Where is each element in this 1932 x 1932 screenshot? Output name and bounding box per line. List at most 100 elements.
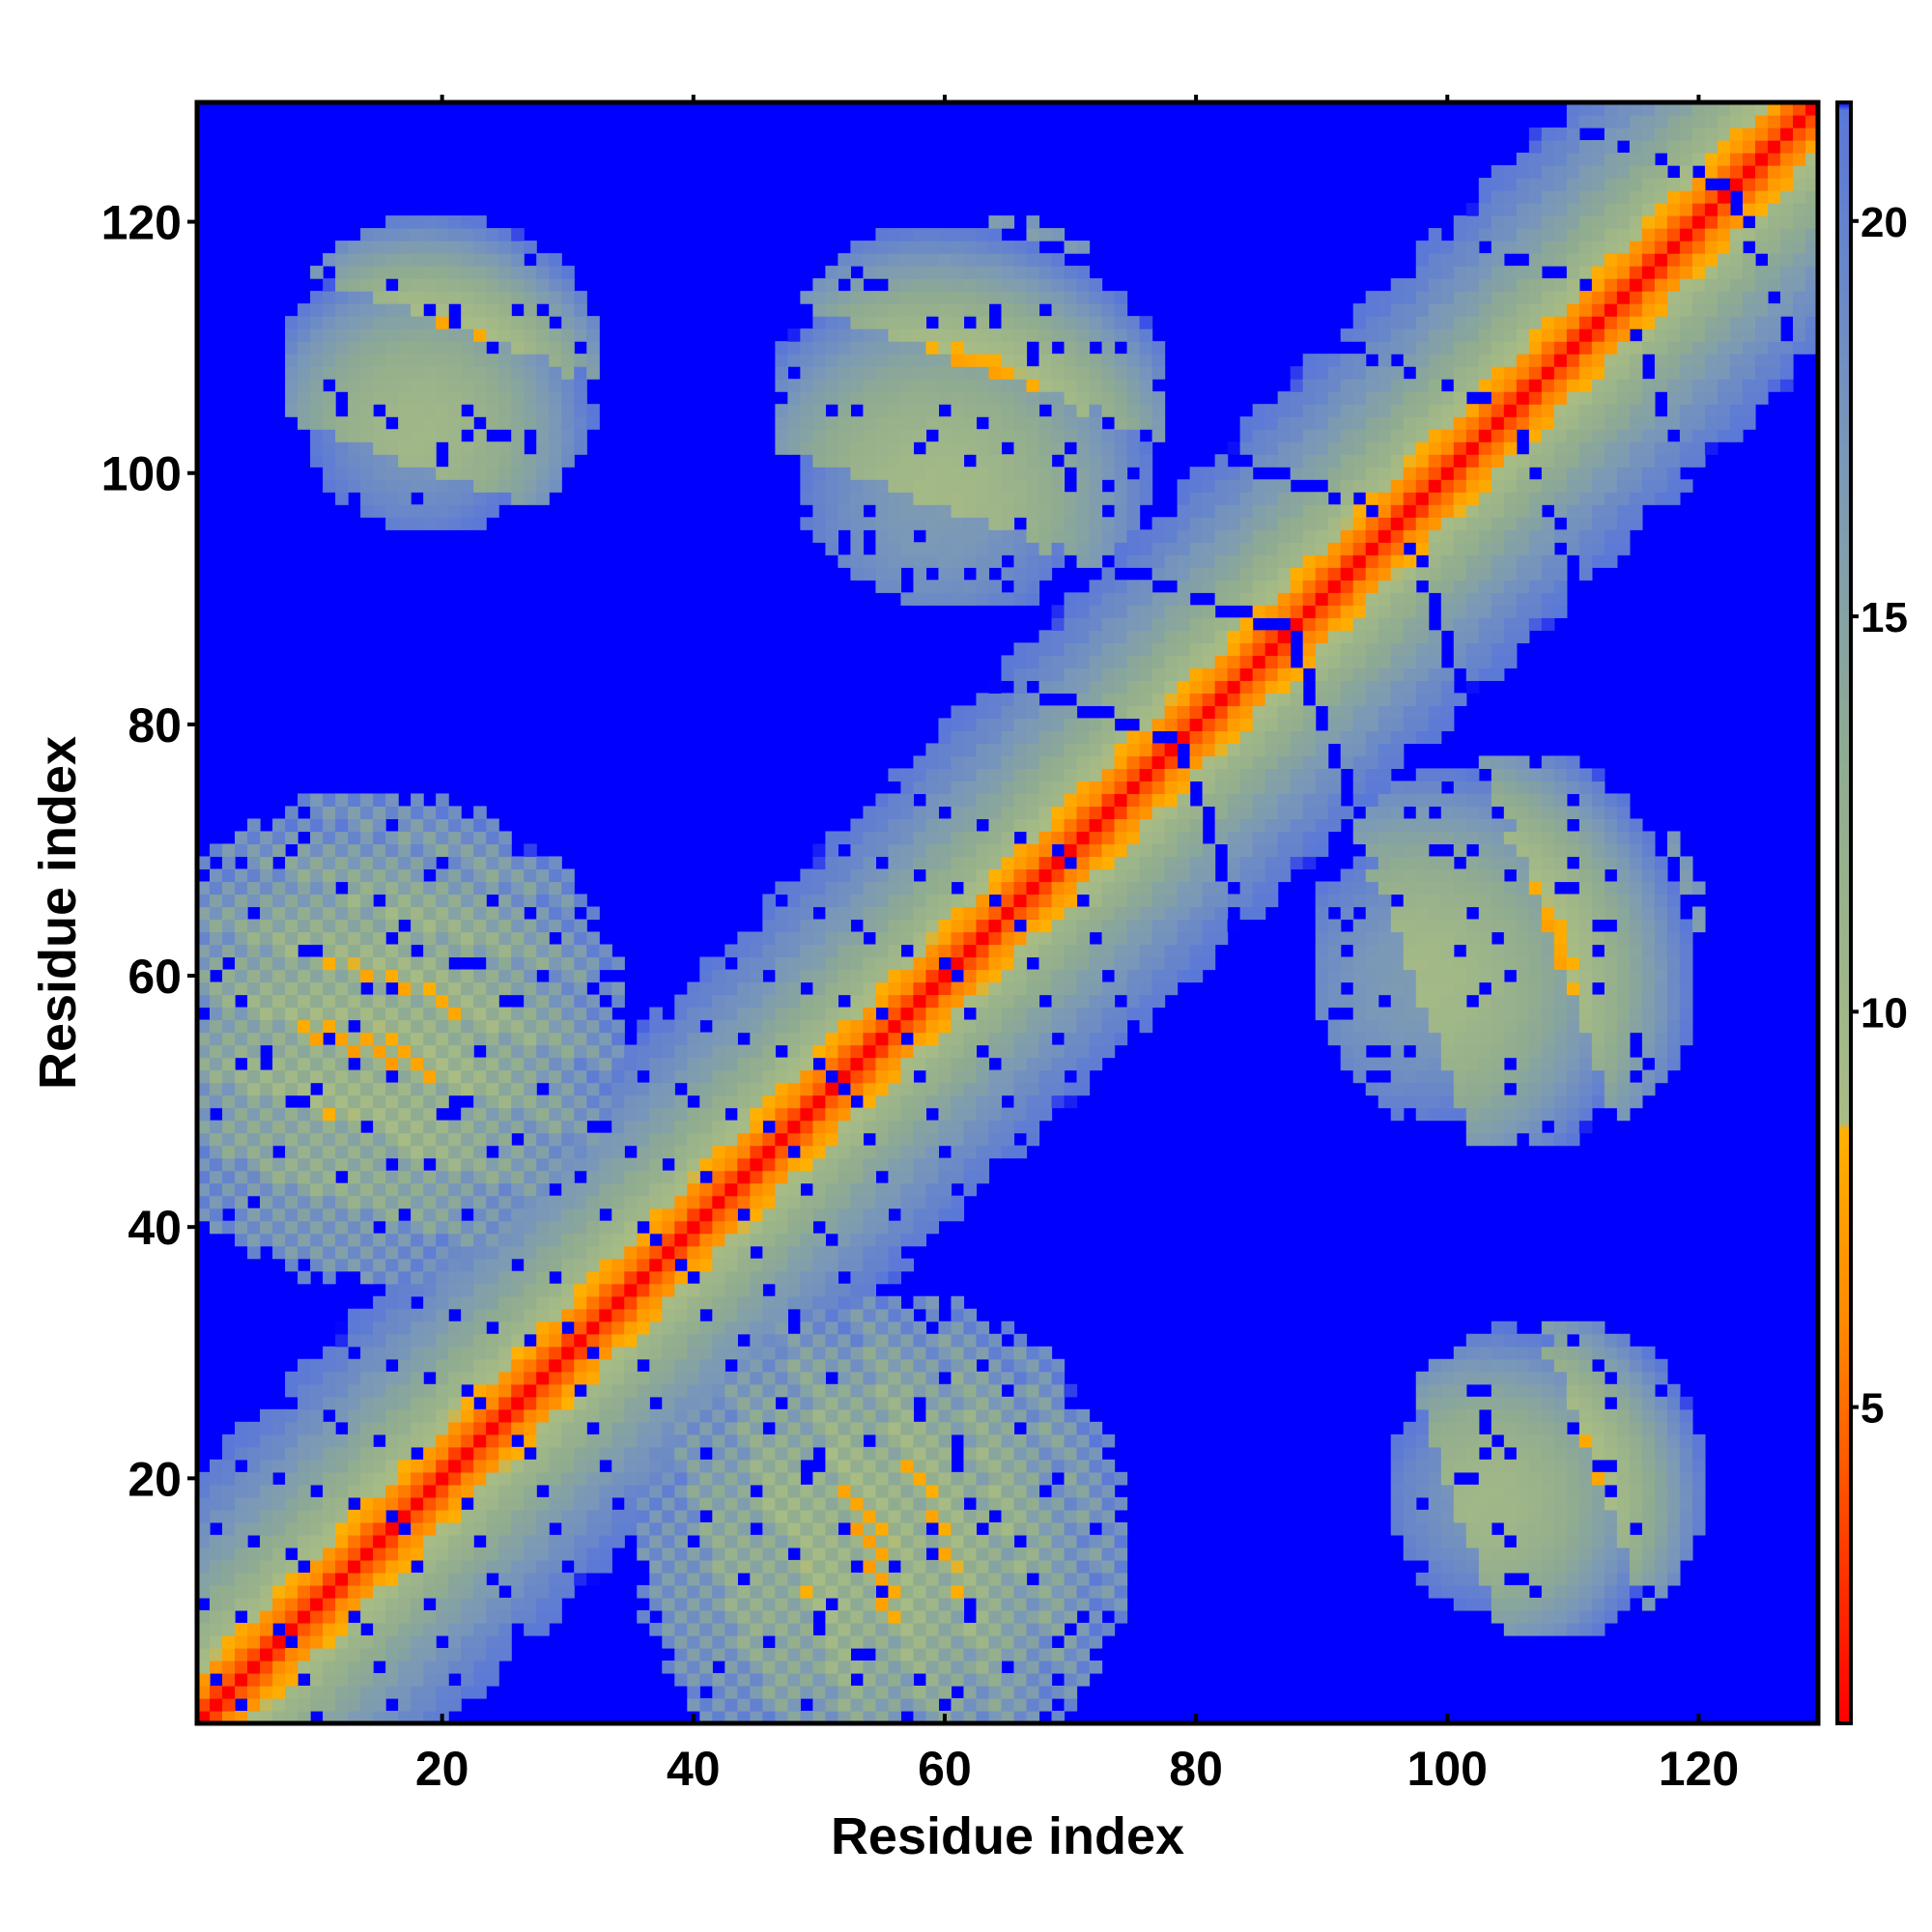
- heatmap-cell: [272, 1459, 286, 1473]
- heatmap-cell: [712, 1710, 725, 1724]
- heatmap-cell: [436, 316, 449, 329]
- heatmap-cell: [687, 1295, 700, 1310]
- heatmap-cell: [888, 1182, 902, 1197]
- heatmap-cell: [611, 994, 625, 1009]
- heatmap-cell: [724, 1572, 738, 1586]
- heatmap-cell: [398, 1346, 412, 1360]
- heatmap-cell: [348, 253, 361, 267]
- heatmap-cell: [1013, 680, 1028, 694]
- heatmap-cell: [561, 1032, 575, 1046]
- heatmap-cell: [524, 1019, 537, 1034]
- heatmap-cell: [724, 1408, 738, 1423]
- heatmap-cell: [724, 1044, 738, 1059]
- heatmap-cell: [825, 1534, 838, 1548]
- heatmap-cell: [536, 856, 550, 870]
- heatmap-cell: [925, 592, 940, 606]
- heatmap-cell: [787, 1358, 801, 1373]
- heatmap-cell: [411, 228, 424, 242]
- heatmap-cell: [323, 931, 336, 946]
- heatmap-cell: [599, 1346, 612, 1360]
- heatmap-cell: [549, 1421, 562, 1435]
- heatmap-cell: [486, 1245, 499, 1260]
- heatmap-cell: [699, 1371, 713, 1385]
- heatmap-cell: [235, 1584, 248, 1599]
- heatmap-cell: [235, 1484, 248, 1498]
- heatmap-cell: [436, 1383, 449, 1398]
- heatmap-cell: [549, 944, 562, 958]
- heatmap-cell: [900, 981, 915, 996]
- heatmap-cell: [662, 1208, 675, 1222]
- heatmap-cell: [900, 1019, 915, 1034]
- heatmap-cell: [524, 981, 537, 996]
- heatmap-cell: [398, 1685, 412, 1699]
- heatmap-cell: [825, 1697, 838, 1712]
- heatmap-cell: [210, 1019, 223, 1034]
- heatmap-cell: [235, 881, 248, 895]
- heatmap-cell: [373, 1572, 386, 1586]
- heatmap-cell: [662, 1534, 675, 1548]
- heatmap-cell: [775, 1233, 788, 1247]
- heatmap-cell: [536, 266, 550, 279]
- heatmap-cell: [360, 366, 374, 380]
- heatmap-cell: [850, 1182, 865, 1197]
- heatmap-cell: [938, 554, 952, 568]
- heatmap-cell: [787, 956, 801, 971]
- heatmap-cell: [473, 391, 487, 405]
- heatmap-cell: [900, 1346, 915, 1360]
- heatmap-cell: [511, 1321, 525, 1335]
- heatmap-cell: [888, 1408, 902, 1423]
- heatmap-cell: [863, 328, 877, 342]
- heatmap-cell: [498, 1634, 512, 1649]
- heatmap-cell: [561, 1509, 575, 1523]
- heatmap-cell: [687, 1032, 700, 1046]
- heatmap-cell: [875, 843, 890, 858]
- heatmap-cell: [348, 316, 361, 329]
- heatmap-cell: [750, 1308, 763, 1322]
- heatmap-cell: [461, 1019, 474, 1034]
- heatmap-cell: [750, 1496, 763, 1511]
- heatmap-cell: [235, 1572, 248, 1586]
- heatmap-cell: [235, 1446, 248, 1461]
- heatmap-cell: [536, 1358, 550, 1373]
- heatmap-cell: [260, 944, 273, 958]
- heatmap-cell: [800, 1358, 813, 1373]
- heatmap-cell: [272, 1660, 286, 1674]
- heatmap-cell: [398, 1082, 412, 1096]
- heatmap-cell: [850, 1019, 865, 1034]
- heatmap-cell: [662, 1082, 675, 1096]
- heatmap-cell: [825, 1609, 838, 1624]
- heatmap-cell: [888, 1170, 902, 1184]
- heatmap-cell: [524, 1082, 537, 1096]
- heatmap-cell: [699, 1584, 713, 1599]
- heatmap-cell: [586, 1195, 600, 1209]
- heatmap-cell: [561, 341, 575, 355]
- heatmap-cell: [448, 1295, 462, 1310]
- heatmap-cell: [385, 1710, 399, 1724]
- heatmap-cell: [511, 241, 525, 254]
- heatmap-cell: [737, 1408, 751, 1423]
- heatmap-cell: [423, 1408, 437, 1423]
- heatmap-cell: [574, 1120, 587, 1134]
- heatmap-cell: [662, 1120, 675, 1134]
- heatmap-cell: [247, 1057, 261, 1071]
- heatmap-cell: [699, 1044, 713, 1059]
- heatmap-cell: [511, 266, 525, 279]
- heatmap-cell: [712, 1484, 725, 1498]
- heatmap-cell: [549, 1094, 562, 1109]
- heatmap-cell: [888, 1434, 902, 1448]
- heatmap-cell: [247, 1107, 261, 1122]
- heatmap-cell: [323, 328, 336, 342]
- heatmap-cell: [611, 1408, 625, 1423]
- heatmap-cell: [611, 1032, 625, 1046]
- heatmap-cell: [787, 994, 801, 1009]
- heatmap-cell: [247, 1082, 261, 1096]
- heatmap-cell: [524, 1245, 537, 1260]
- heatmap-cell: [574, 1308, 587, 1322]
- heatmap-cell: [385, 1107, 399, 1122]
- heatmap-cell: [976, 1634, 990, 1649]
- heatmap-cell: [360, 492, 374, 505]
- heatmap-cell: [448, 1044, 462, 1059]
- heatmap-cell: [637, 1521, 650, 1536]
- heatmap-cell: [938, 1459, 952, 1473]
- heatmap-cell: [938, 354, 952, 367]
